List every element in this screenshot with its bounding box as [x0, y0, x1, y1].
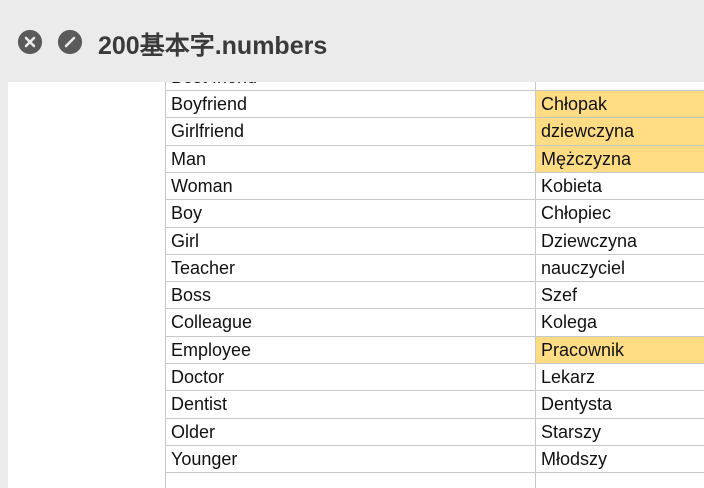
english-cell: Older [165, 418, 535, 446]
english-cell: Man [165, 145, 535, 173]
polish-cell: Mężczyzna [535, 145, 704, 173]
polish-cell: Szef [535, 282, 704, 310]
table-row: Boss Szef [165, 281, 704, 310]
english-cell: Girlfriend [165, 118, 535, 146]
table-row: Man Mężczyzna [165, 144, 704, 173]
polish-cell: Dziewczyna [535, 227, 704, 255]
polish-cell: Kolega [535, 309, 704, 337]
polish-cell [535, 82, 704, 91]
english-cell: Employee [165, 336, 535, 364]
empty-cell [165, 473, 535, 488]
table-row: Older Starszy [165, 417, 704, 446]
polish-cell: nauczyciel [535, 254, 704, 282]
polish-cell: Lekarz [535, 364, 704, 391]
english-cell: Boyfriend [165, 91, 535, 118]
table-row: Teacher nauczyciel [165, 253, 704, 282]
english-cell: Boss [165, 282, 535, 310]
close-button[interactable] [18, 30, 42, 54]
table-row: Boy Chłopiec [165, 199, 704, 228]
empty-cell [535, 473, 704, 488]
polish-cell: Młodszy [535, 445, 704, 473]
polish-cell: Kobieta [535, 172, 704, 200]
polish-cell: Pracownik [535, 336, 704, 364]
polish-cell: Starszy [535, 418, 704, 446]
table-row: Younger Młodszy [165, 444, 704, 473]
table-row: Doctor Lekarz [165, 363, 704, 391]
english-cell: Boy [165, 200, 535, 228]
english-cell: Woman [165, 172, 535, 200]
english-cell: Doctor [165, 364, 535, 391]
table-row: Girlfriend dziewczyna [165, 117, 704, 146]
english-cell: Dentist [165, 391, 535, 419]
table-row: Girl Dziewczyna [165, 226, 704, 255]
disabled-button[interactable] [58, 30, 82, 54]
english-cell: Teacher [165, 254, 535, 282]
table-row: Best friend [165, 82, 704, 91]
spreadsheet: Best friendBoyfriendChłopakGirlfrienddzi… [8, 82, 704, 488]
polish-cell: dziewczyna [535, 118, 704, 146]
polish-cell: Chłopak [535, 91, 704, 118]
english-cell: Younger [165, 445, 535, 473]
english-cell: Colleague [165, 309, 535, 337]
table-row: Colleague Kolega [165, 308, 704, 337]
table-row [165, 472, 704, 488]
english-cell: Girl [165, 227, 535, 255]
english-cell: Best friend [165, 82, 535, 91]
polish-cell: Chłopiec [535, 200, 704, 228]
window-title: 200基本字.numbers [98, 32, 328, 60]
table-row: Woman Kobieta [165, 171, 704, 200]
title-bar: 200基本字.numbers [0, 0, 704, 82]
table-row: Employee Pracownik [165, 335, 704, 364]
polish-cell: Dentysta [535, 391, 704, 419]
table-row: Boyfriend Chłopak [165, 90, 704, 118]
table-row: Dentist Dentysta [165, 390, 704, 419]
